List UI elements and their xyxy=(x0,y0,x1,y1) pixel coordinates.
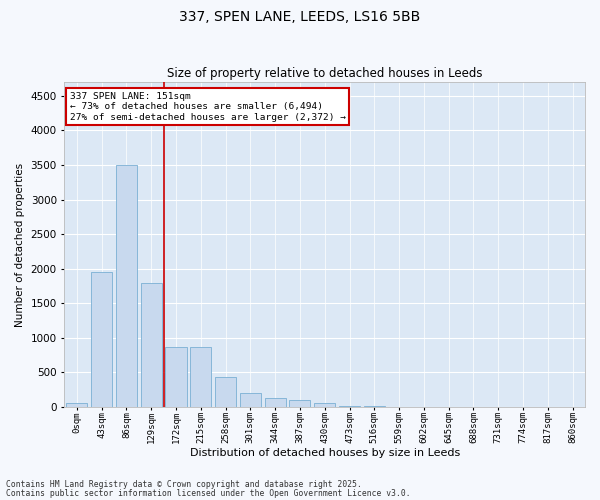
Bar xyxy=(91,272,112,407)
Bar xyxy=(215,377,236,407)
Bar xyxy=(67,404,88,407)
Bar xyxy=(166,348,187,407)
X-axis label: Distribution of detached houses by size in Leeds: Distribution of detached houses by size … xyxy=(190,448,460,458)
Text: 337 SPEN LANE: 151sqm
← 73% of detached houses are smaller (6,494)
27% of semi-d: 337 SPEN LANE: 151sqm ← 73% of detached … xyxy=(70,92,346,122)
Bar xyxy=(339,406,360,407)
Bar xyxy=(289,400,310,407)
Bar xyxy=(240,394,261,407)
Bar xyxy=(364,406,385,407)
Bar xyxy=(116,165,137,407)
Text: Contains public sector information licensed under the Open Government Licence v3: Contains public sector information licen… xyxy=(6,488,410,498)
Title: Size of property relative to detached houses in Leeds: Size of property relative to detached ho… xyxy=(167,66,482,80)
Text: Contains HM Land Registry data © Crown copyright and database right 2025.: Contains HM Land Registry data © Crown c… xyxy=(6,480,362,489)
Bar xyxy=(190,348,211,407)
Bar xyxy=(314,403,335,407)
Text: 337, SPEN LANE, LEEDS, LS16 5BB: 337, SPEN LANE, LEEDS, LS16 5BB xyxy=(179,10,421,24)
Bar xyxy=(140,282,162,407)
Y-axis label: Number of detached properties: Number of detached properties xyxy=(15,162,25,326)
Bar xyxy=(265,398,286,407)
